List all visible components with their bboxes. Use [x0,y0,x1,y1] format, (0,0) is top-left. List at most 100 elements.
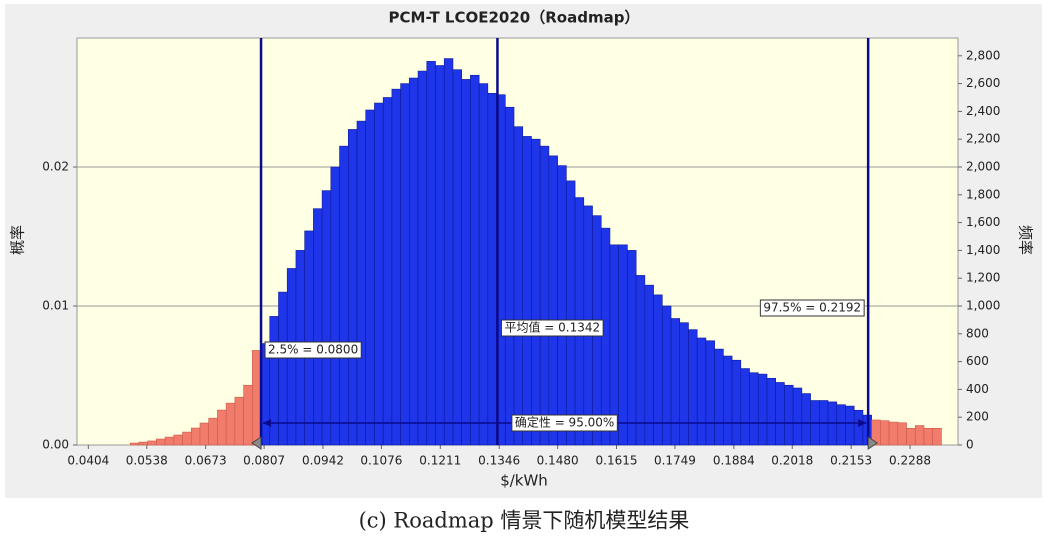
histogram-bar [679,322,689,446]
histogram-bar [347,129,358,446]
histogram-bar [435,65,445,446]
histogram-bar [470,74,480,446]
histogram-bar [452,69,462,446]
histogram-bar [618,244,628,446]
histogram-bar [129,442,140,446]
histogram-bar [400,83,410,446]
histogram-bar [252,350,262,446]
range-handle[interactable] [251,436,262,450]
histogram-bar [504,106,515,446]
histogram-bar [365,109,375,446]
histogram-bar [513,126,524,446]
histogram-bar [705,340,715,446]
marker-label: 平均值 = 0.1342 [504,320,600,335]
histogram-bar [190,427,201,446]
x-tick-label: 0.2153 [830,454,872,468]
histogram-bar [417,70,428,446]
y2-tick-label: 400 [966,382,989,396]
marker-label: 2.5% = 0.0800 [268,343,358,357]
histogram-bar [784,384,794,446]
y2-tick-label: 800 [966,326,989,340]
histogram-bar [845,405,855,446]
histogram-bar [836,404,846,446]
y2-tick-label: 0 [966,438,974,452]
y2-tick-label: 2,400 [966,104,1000,118]
x-tick-label: 0.0673 [185,454,227,468]
histogram-bar [339,145,349,446]
histogram-bar [156,438,166,446]
histogram-bar [199,422,210,446]
y2-tick-label: 2,200 [966,132,1000,146]
histogram-bar [566,180,576,446]
caption: (c) Roadmap 情景下随机模型结果 [359,509,690,533]
histogram-bar [173,434,183,446]
histogram-bar [696,337,707,446]
histogram-bar [260,343,271,446]
y2-tick-label: 200 [966,410,989,424]
marker-label-box [500,319,604,337]
y-axis-label: 概率 [9,225,27,255]
histogram-bar [557,165,567,446]
histogram-bar [321,190,332,446]
histogram-bar [792,387,803,446]
histogram-bar [147,440,157,446]
marker-label-box [759,299,865,317]
histogram-bar [182,431,192,446]
histogram-bar [217,409,227,446]
histogram-bar [548,155,558,446]
certainty-label: 确定性 = 95.00% [515,415,614,430]
x-tick-label: 0.1884 [713,454,755,468]
histogram-bar [225,402,236,446]
histogram-bar [757,373,768,446]
y-tick-label: 0.02 [42,159,69,173]
x-tick-label: 0.1480 [537,454,579,468]
histogram-bar [330,166,340,446]
x-tick-label: 0.0404 [67,454,109,468]
histogram-bar [923,428,934,446]
marker-label-box [264,341,362,359]
histogram-bar [731,359,742,446]
histogram-bar [531,138,541,446]
x-tick-label: 0.0538 [126,454,168,468]
histogram-bar [906,428,916,446]
x-tick-label: 0.2288 [889,454,931,468]
x-tick-label: 0.1211 [419,454,461,468]
y2-tick-label: 1,200 [966,271,1000,285]
histogram-bar [208,417,218,446]
y2-axis-label: 频率 [1017,225,1035,255]
x-tick-label: 0.0942 [302,454,344,468]
histogram-bar [522,136,532,446]
x-axis-label: $/kWh [500,472,548,490]
histogram-bar [487,93,497,446]
histogram-bar [304,230,314,446]
histogram-bar [164,436,175,446]
histogram-bar [539,145,550,446]
x-tick-label: 0.0807 [243,454,285,468]
histogram-bar [714,348,724,446]
histogram-bar [478,83,489,446]
histogram-bar [749,372,759,446]
histogram-bar [627,250,637,446]
y2-tick-label: 1,000 [966,298,1000,312]
histogram-bar [356,120,367,446]
histogram-bar [880,420,890,446]
histogram-bar [688,329,698,446]
y2-tick-label: 1,800 [966,187,1000,201]
histogram-bar [723,355,733,446]
histogram-bar [269,316,279,446]
y2-tick-label: 2,600 [966,76,1000,90]
histogram-bar [374,102,384,446]
range-handle[interactable] [867,436,879,450]
histogram-bar [382,97,393,446]
histogram-bar [278,291,288,446]
y-tick-label: 0.01 [42,298,69,312]
histogram-bar [661,305,672,446]
y-tick-label: 0.00 [42,438,69,452]
histogram-bar [138,441,148,446]
y2-tick-label: 600 [966,354,989,368]
histogram-bar [888,421,899,446]
y2-tick-label: 2,800 [966,48,1000,62]
chart-title: PCM-T LCOE2020（Roadmap） [389,9,640,27]
histogram-bar [897,422,907,446]
x-tick-label: 0.1615 [596,454,638,468]
